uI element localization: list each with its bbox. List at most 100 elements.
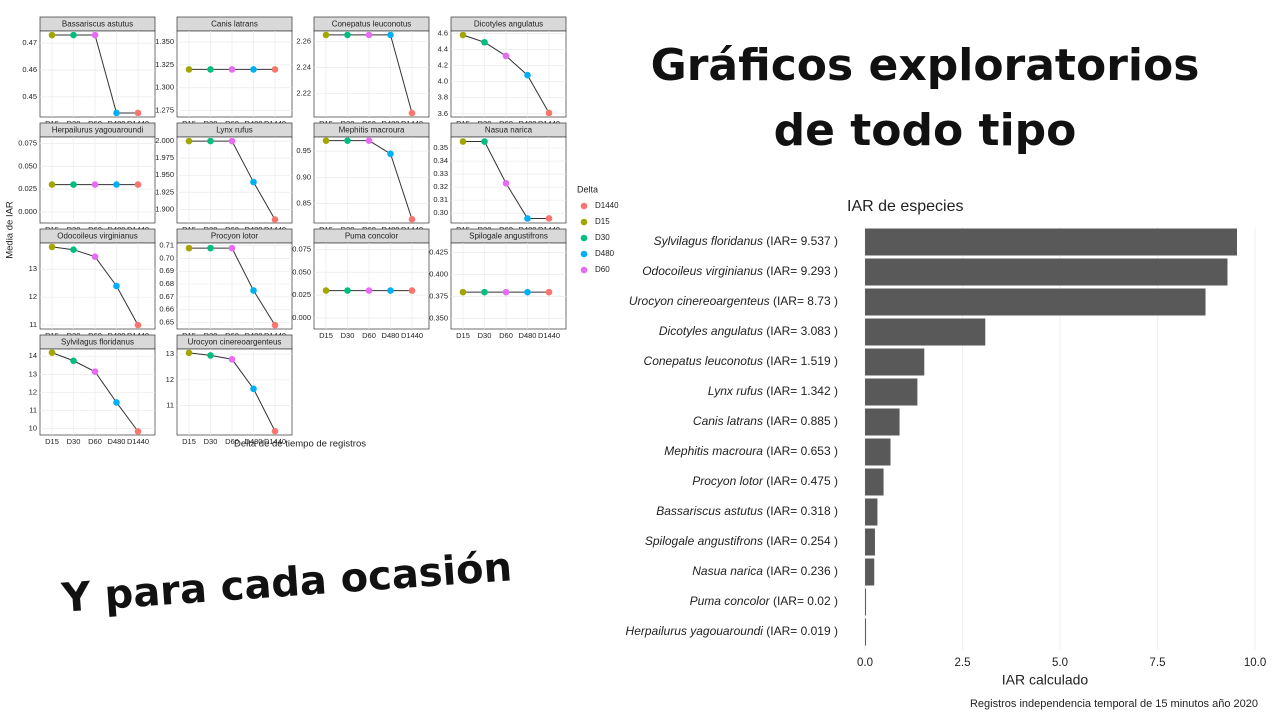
legend-swatch [580, 250, 588, 258]
y-tick-label: 4.4 [438, 44, 448, 53]
y-tick-label: 4.2 [438, 61, 448, 70]
point [545, 109, 553, 117]
point [387, 31, 394, 39]
point [185, 349, 193, 357]
legend-label: D15 [595, 217, 610, 226]
point [481, 38, 488, 46]
panel-title: Canis latrans [211, 20, 258, 29]
panel-title: Mephitis macroura [339, 126, 405, 135]
point [502, 179, 510, 187]
x-tick-label: D30 [478, 331, 492, 340]
point [365, 31, 373, 39]
point [408, 109, 416, 117]
point [322, 287, 330, 294]
panel [39, 348, 156, 436]
y-tick-label: 0.95 [296, 146, 311, 155]
x-tick-label: 10.0 [1244, 657, 1266, 669]
x-tick-label: D15 [456, 331, 470, 340]
legend-swatch [580, 266, 588, 274]
y-tick-label: 0.000 [18, 207, 37, 216]
x-tick-label: D480 [108, 437, 126, 446]
y-tick-label: 0.68 [159, 279, 174, 288]
y-tick-label: Sylvilagus floridanus (IAR= 9.537 ) [654, 234, 838, 248]
bar [865, 318, 986, 346]
panel-title: Odocoileus virginianus [57, 232, 138, 241]
y-tick-label: 12 [29, 292, 37, 301]
point [250, 66, 257, 73]
x-tick-label: 0.0 [857, 657, 873, 669]
y-tick-label: Spilogale angustifrons (IAR= 0.254 ) [645, 534, 838, 548]
y-tick-label: 11 [29, 406, 37, 415]
y-tick-label: 4.0 [438, 77, 448, 86]
panel-title: Sylvilagus floridanus [61, 338, 134, 347]
y-tick-label: 1.975 [155, 153, 174, 162]
y-tick-label: 0.30 [433, 208, 448, 217]
point [207, 352, 214, 359]
point [524, 71, 531, 79]
point [524, 215, 531, 222]
y-tick-label: Canis latrans (IAR= 0.885 ) [693, 414, 838, 428]
y-tick-label: 0.350 [429, 313, 448, 322]
y-tick-label: 14 [29, 351, 37, 360]
point [185, 66, 193, 73]
x-tick-label: D60 [499, 331, 513, 340]
y-tick-label: 1.275 [155, 106, 174, 115]
point [502, 288, 510, 296]
point [250, 287, 257, 294]
point [113, 399, 120, 406]
y-tick-label: 2.22 [296, 89, 311, 98]
point [365, 137, 373, 144]
point [134, 109, 142, 117]
y-tick-label: 1.950 [155, 170, 174, 179]
point [502, 52, 510, 60]
panel [39, 136, 156, 224]
chart-title: IAR de especies [847, 198, 964, 215]
y-tick-label: 0.050 [292, 267, 311, 276]
y-tick-label: 0.425 [429, 248, 448, 257]
point [228, 137, 236, 145]
point [250, 385, 257, 393]
point [481, 138, 488, 145]
y-tick-label: 0.34 [433, 156, 448, 165]
panel [176, 136, 293, 224]
y-tick-label: Procyon lotor (IAR= 0.475 ) [692, 474, 838, 488]
point [113, 181, 120, 188]
bar [865, 438, 891, 466]
panel-title: Conepatus leuconotus [332, 20, 412, 29]
point [48, 31, 56, 39]
x-axis-title: Delta de de tiempo de registros [234, 439, 366, 450]
y-tick-label: 2.24 [296, 62, 311, 71]
y-tick-label: 0.075 [292, 244, 311, 253]
y-tick-label: 3.8 [438, 93, 448, 102]
legend-swatch [580, 202, 588, 210]
point [48, 243, 56, 251]
y-axis-title: Media de IAR [5, 201, 16, 259]
panel-title: Bassariscus astutus [62, 20, 133, 29]
y-tick-label: 0.65 [159, 318, 174, 327]
bar [865, 378, 918, 406]
bar [865, 348, 925, 376]
point [228, 244, 236, 252]
point [70, 246, 77, 254]
point [228, 66, 236, 73]
y-tick-label: 13 [29, 264, 37, 273]
panel-title: Spilogale angustifrons [469, 232, 548, 241]
x-tick-label: D1440 [127, 437, 149, 446]
x-tick-label: D480 [245, 437, 263, 446]
point [408, 216, 416, 223]
x-tick-label: D15 [182, 437, 196, 446]
point [344, 287, 351, 294]
panel-title: Procyon lotor [211, 232, 258, 241]
point [207, 244, 214, 252]
legend-label: D1440 [595, 201, 619, 210]
point [322, 31, 330, 39]
point [134, 321, 142, 329]
y-tick-label: 1.350 [155, 37, 174, 46]
x-tick-label: D60 [225, 437, 239, 446]
y-tick-label: 0.35 [433, 143, 448, 152]
legend-label: D480 [595, 249, 615, 258]
point [459, 31, 467, 39]
bar [865, 588, 867, 616]
point [387, 287, 394, 294]
